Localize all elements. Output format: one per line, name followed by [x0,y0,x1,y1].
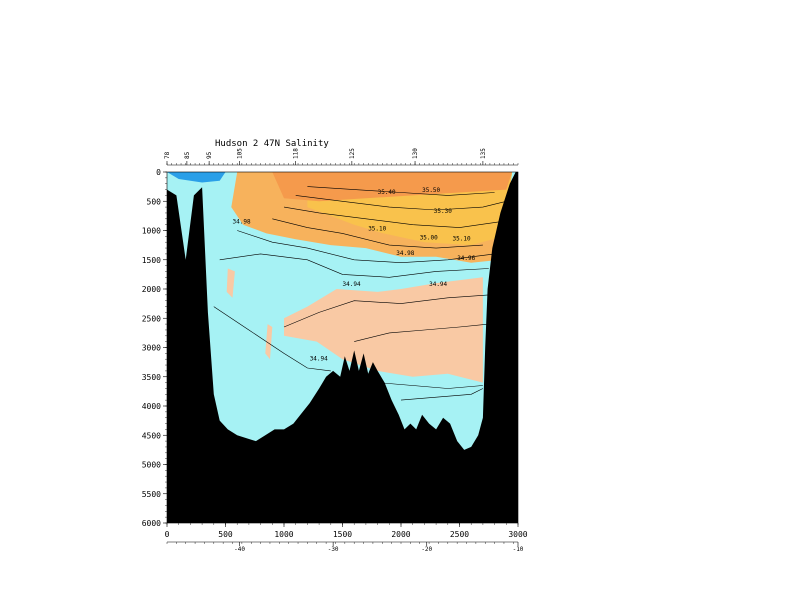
distance-tick-label: 0 [165,530,170,539]
longitude-tick-label: -30 [328,546,339,553]
isohaline-line [354,323,489,342]
depth-tick-label: 3000 [142,344,161,353]
chart-title: Hudson 2 47N Salinity [215,139,329,149]
station-tick-label: 95 [206,151,213,159]
depth-tick-label: 5500 [142,490,161,499]
contour-label: 35.30 [434,208,452,215]
depth-tick-label: 2500 [142,314,161,323]
contour-label: 35.00 [420,234,438,241]
station-tick-label: 78 [164,151,171,159]
depth-tick-label: 2000 [142,285,161,294]
station-tick-label: 105 [237,148,244,159]
depth-axis: 0 500 1000 1500 2000 2500 3000 3500 4000 4500 5000… [142,168,167,528]
plot-area: 34.98 35.40 35.50 35.30 35.10 35.00 35.10 34.98… [167,172,518,523]
isohaline-line [377,382,483,389]
contour-label: 34.96 [457,255,475,262]
seafloor-bathymetry [167,172,518,523]
depth-tick-label: 6000 [142,519,161,528]
fresh-surface-band [167,172,226,183]
surface-saline-band [272,172,513,202]
longitude-tick-label: -20 [421,546,432,553]
contour-label: 35.10 [453,235,471,242]
station-tick-label: 130 [412,148,419,159]
distance-axis: 0 500 1000 1500 2000 2500 3000 [165,523,528,539]
station-tick-label: 118 [293,148,300,159]
intermediate-band [284,277,483,383]
contour-label: 34.98 [396,250,414,257]
intermediate-patch [265,324,273,360]
contour-label: 34.94 [310,355,328,362]
isohaline-line [283,206,501,228]
distance-tick-label: 2500 [450,530,469,539]
isohaline-line [237,230,495,264]
distance-tick-label: 2000 [391,530,410,539]
contour-label: 35.10 [368,226,386,233]
isohaline-line [213,306,331,372]
depth-tick-label: 500 [147,197,162,206]
depth-tick-label: 1500 [142,256,161,265]
distance-tick-label: 3000 [508,530,527,539]
station-tick-label: 135 [480,148,487,159]
distance-tick-label: 1500 [333,530,352,539]
depth-tick-label: 0 [156,168,161,177]
longitude-tick-label: -40 [234,546,245,553]
isohaline-line [272,218,483,249]
distance-tick-label: 500 [218,530,233,539]
contour-label: 35.50 [422,187,440,194]
depth-tick-label: 3500 [142,373,161,382]
intermediate-patch [226,268,235,298]
isohaline-line [295,195,507,211]
isohaline-line [307,186,495,196]
depth-tick-label: 1000 [142,227,161,236]
depth-tick-label: 4500 [142,431,161,440]
contour-label: 34.94 [343,281,361,288]
salinity-contour-lines [213,186,507,401]
station-axis: 78 85 95 105 118 125 130 135 [164,148,519,166]
station-tick-label: 125 [349,148,356,159]
contour-label: 35.40 [378,189,396,196]
depth-tick-label: 5000 [142,461,161,470]
longitude-tick-label: -10 [513,546,524,553]
isohaline-line [219,253,489,278]
station-tick-label: 85 [184,151,191,159]
depth-tick-label: 4000 [142,402,161,411]
contour-labels: 34.98 35.40 35.50 35.30 35.10 35.00 35.10 34.98… [233,187,476,363]
contour-label: 34.94 [429,281,447,288]
longitude-axis: -40 -30 -20 -10 [166,541,524,553]
distance-tick-label: 1000 [274,530,293,539]
isohaline-line [400,388,484,401]
isohaline-line [283,294,489,328]
contour-label: 34.98 [233,219,251,226]
